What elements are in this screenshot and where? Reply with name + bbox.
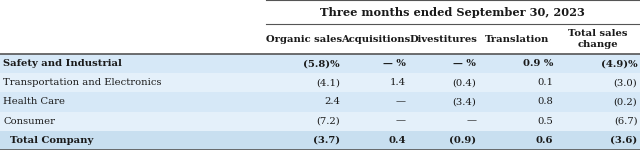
- Text: (0.2): (0.2): [614, 98, 637, 106]
- Text: 2.4: 2.4: [324, 98, 340, 106]
- Text: — %: — %: [383, 59, 406, 68]
- Bar: [0, 131, 640, 150]
- Bar: [0, 24, 640, 54]
- Bar: [0, 112, 640, 131]
- Text: —: —: [396, 98, 406, 106]
- Text: —: —: [396, 117, 406, 126]
- Text: Organic sales: Organic sales: [266, 34, 342, 43]
- Text: (3.0): (3.0): [614, 78, 637, 87]
- Text: (5.8)%: (5.8)%: [303, 59, 340, 68]
- Text: 0.5: 0.5: [537, 117, 553, 126]
- Text: Divestitures: Divestitures: [410, 34, 477, 43]
- Bar: [0, 73, 640, 92]
- Text: Safety and Industrial: Safety and Industrial: [3, 59, 122, 68]
- Text: (3.6): (3.6): [610, 136, 637, 145]
- Text: 0.1: 0.1: [537, 78, 553, 87]
- Text: (7.2): (7.2): [316, 117, 340, 126]
- Text: (3.7): (3.7): [313, 136, 340, 145]
- Text: Consumer: Consumer: [3, 117, 55, 126]
- Text: Translation: Translation: [485, 34, 549, 43]
- Bar: [0, 54, 640, 73]
- Text: Three months ended September 30, 2023: Three months ended September 30, 2023: [321, 6, 585, 18]
- Text: — %: — %: [453, 59, 476, 68]
- Text: 0.4: 0.4: [388, 136, 406, 145]
- Text: Acquisitions: Acquisitions: [340, 34, 410, 43]
- Text: Total sales
change: Total sales change: [568, 29, 627, 49]
- Text: (4.1): (4.1): [316, 78, 340, 87]
- Text: (6.7): (6.7): [614, 117, 637, 126]
- Text: Transportation and Electronics: Transportation and Electronics: [3, 78, 162, 87]
- Bar: [266, 0, 640, 24]
- Text: —: —: [466, 117, 476, 126]
- Text: 0.9 %: 0.9 %: [523, 59, 553, 68]
- Text: 0.6: 0.6: [536, 136, 553, 145]
- Text: (3.4): (3.4): [452, 98, 476, 106]
- Text: Health Care: Health Care: [3, 98, 65, 106]
- Text: Total Company: Total Company: [3, 136, 93, 145]
- Text: (0.9): (0.9): [449, 136, 476, 145]
- Text: 0.8: 0.8: [537, 98, 553, 106]
- Text: (0.4): (0.4): [452, 78, 476, 87]
- Text: (4.9)%: (4.9)%: [601, 59, 637, 68]
- Bar: [0, 92, 640, 112]
- Text: 1.4: 1.4: [390, 78, 406, 87]
